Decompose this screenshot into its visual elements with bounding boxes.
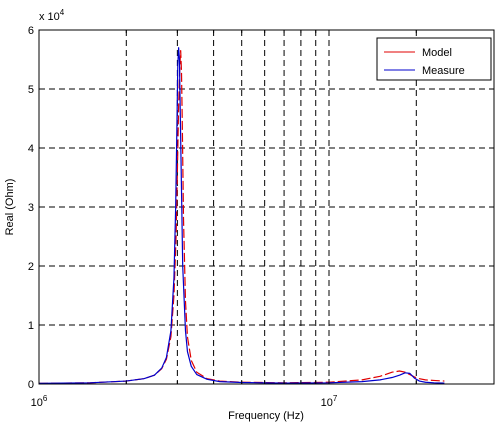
y-multiplier-exp: 4 — [60, 8, 65, 17]
grid — [39, 30, 494, 384]
x-axis-label: Frequency (Hz) — [228, 410, 304, 422]
y-tick-label: 3 — [28, 202, 34, 214]
x-tick-label-base: 10 — [321, 397, 333, 409]
x-tick-label-exp: 6 — [43, 394, 48, 403]
x-tick-label-exp: 7 — [333, 394, 338, 403]
plot-area — [39, 30, 494, 384]
series-layer — [39, 47, 445, 384]
x-tick-label-base: 10 — [31, 397, 43, 409]
y-tick-label: 0 — [28, 379, 34, 391]
y-tick-labels: 0 1 2 3 4 5 6 — [28, 25, 34, 391]
y-axis-label: Real (Ohm) — [4, 179, 16, 236]
legend-label-model: Model — [422, 47, 452, 59]
y-multiplier-base: x 10 — [39, 11, 60, 23]
legend: Model Measure — [376, 37, 492, 81]
y-tick-label: 6 — [28, 25, 34, 37]
x-tick-label: 107 — [321, 394, 338, 409]
legend-box — [376, 37, 492, 81]
y-tick-label: 1 — [28, 320, 34, 332]
x-tick-labels: 106 107 — [31, 394, 338, 409]
y-tick-label: 2 — [28, 261, 34, 273]
ticks — [39, 29, 494, 385]
series-line-measure — [39, 47, 445, 384]
x-tick-label: 106 — [31, 394, 48, 409]
legend-label-measure: Measure — [422, 65, 465, 77]
y-tick-label: 5 — [28, 84, 34, 96]
y-multiplier: x 104 — [39, 8, 65, 23]
y-tick-label: 4 — [28, 143, 34, 155]
